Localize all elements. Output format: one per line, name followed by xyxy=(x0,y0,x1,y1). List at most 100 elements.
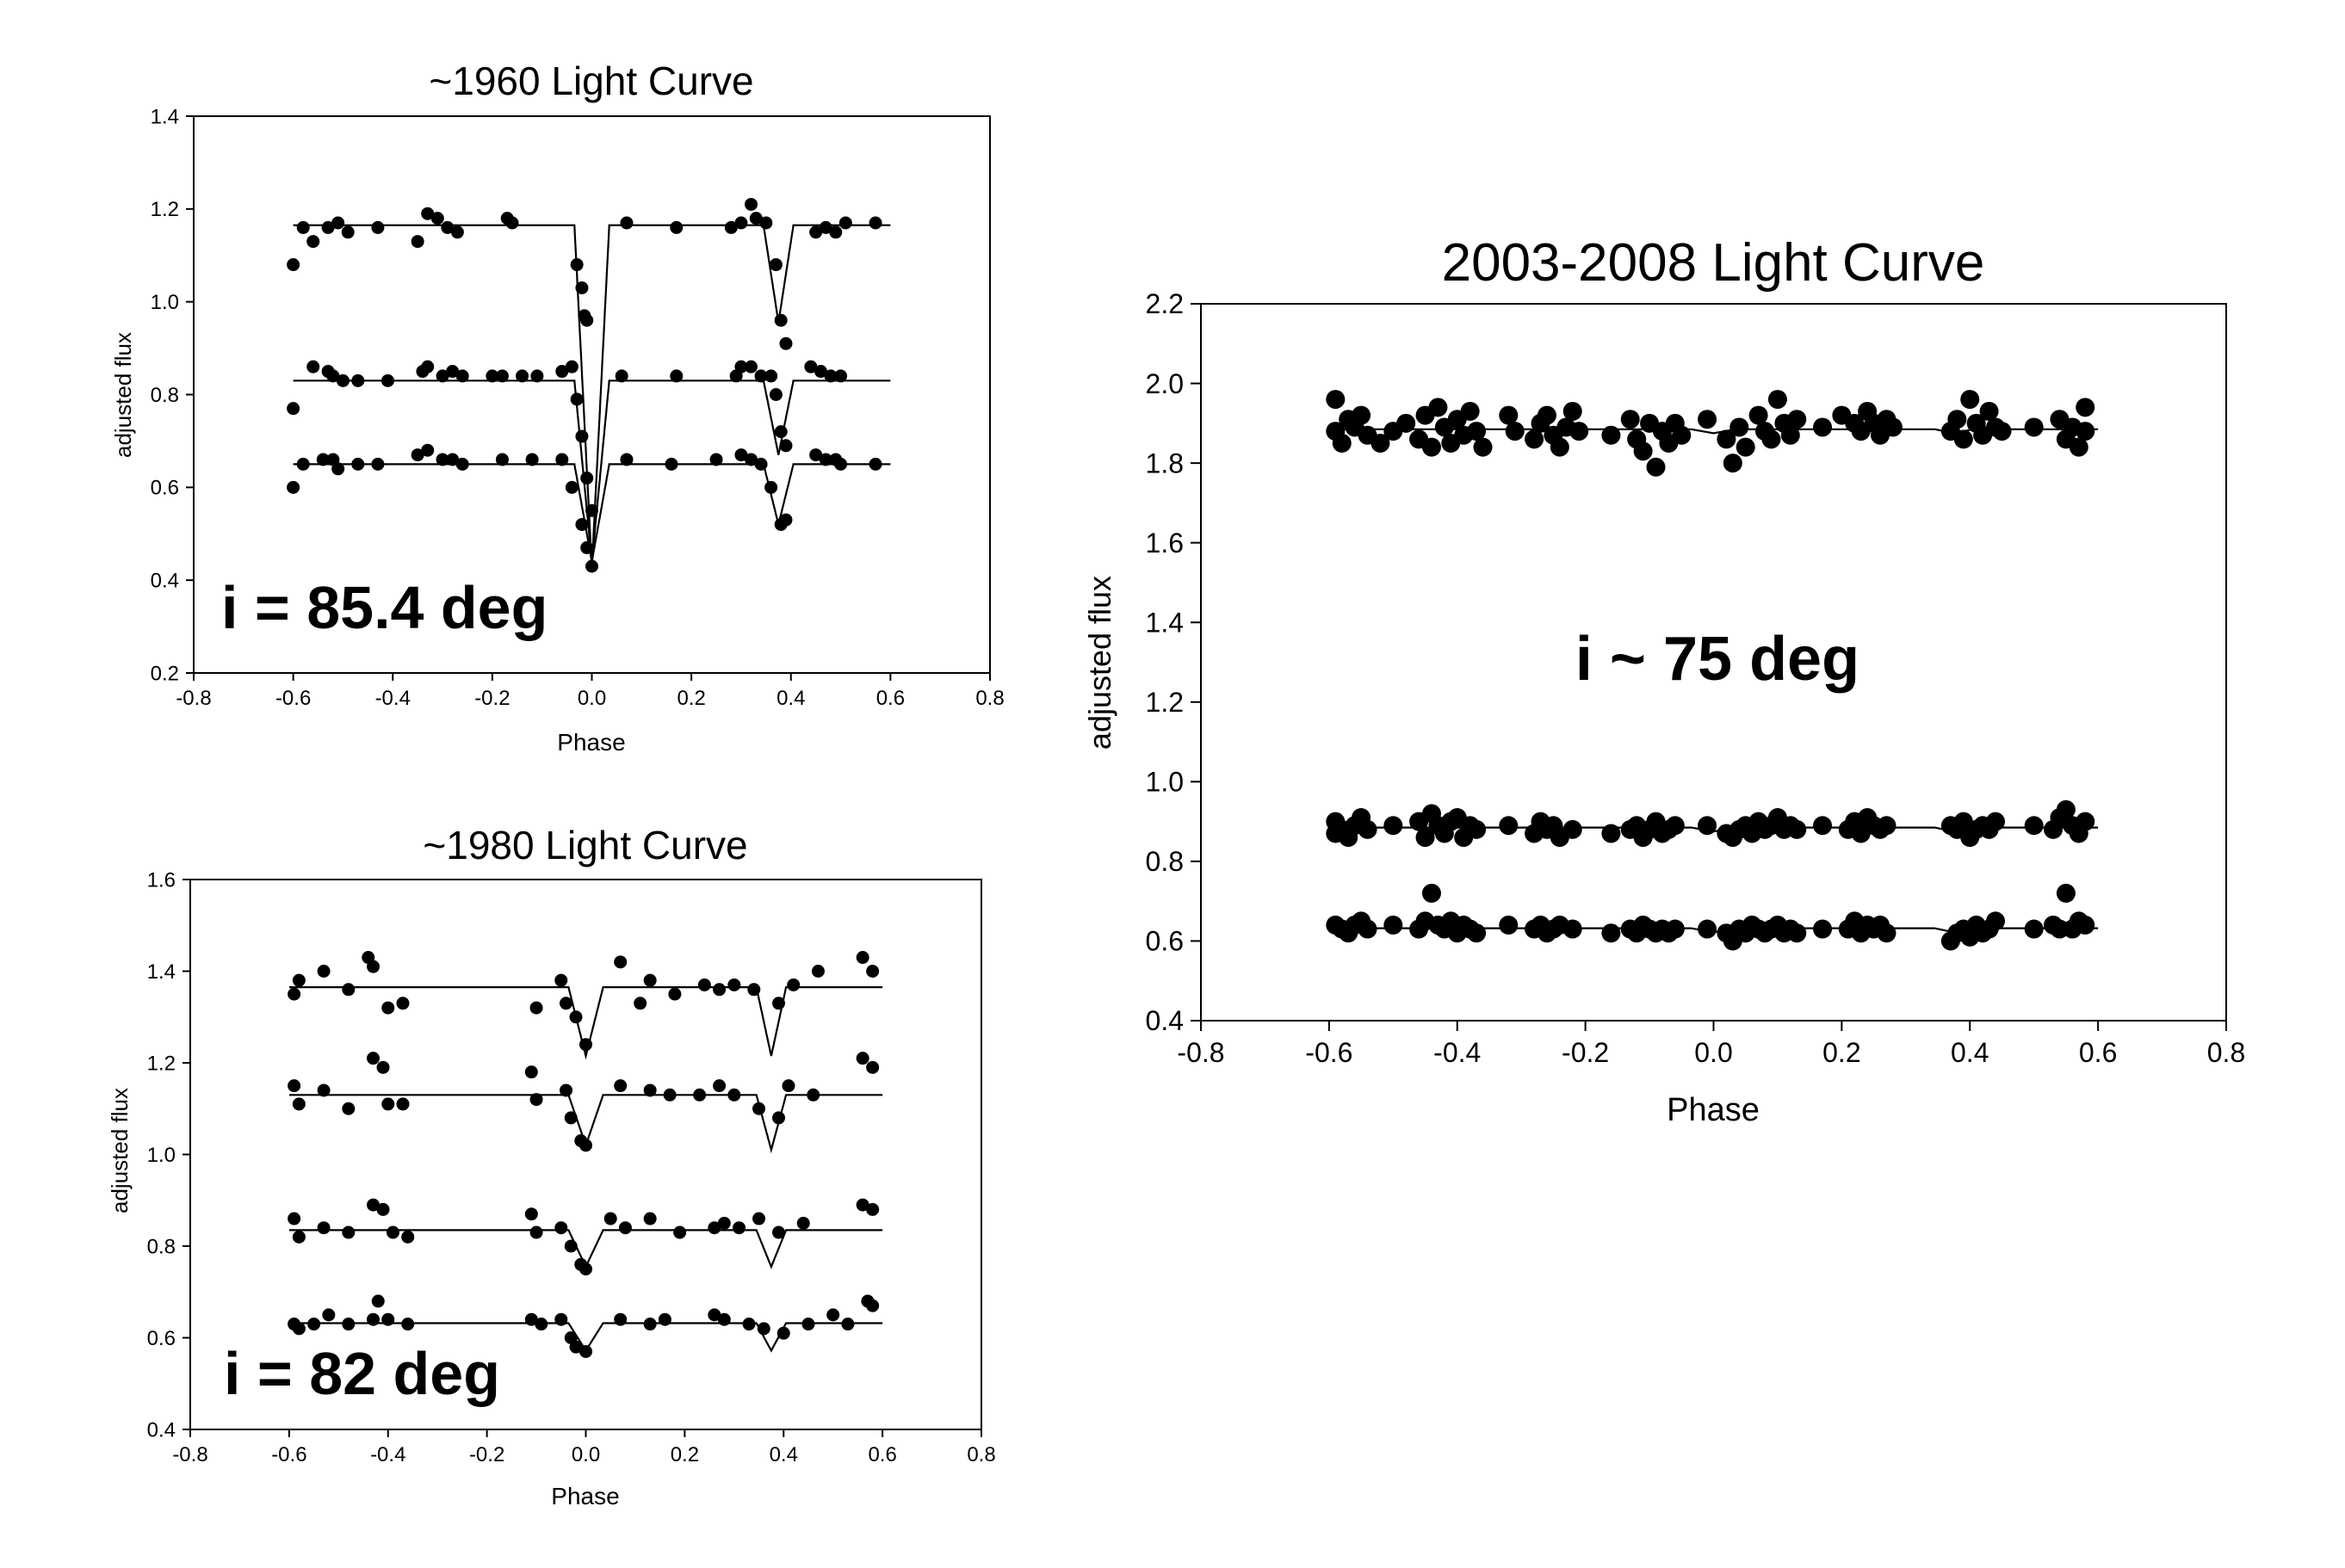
data-point xyxy=(1767,390,1787,410)
data-point xyxy=(2076,422,2095,441)
data-point xyxy=(331,216,345,230)
data-point xyxy=(524,1207,538,1221)
data-point xyxy=(769,388,783,401)
data-point xyxy=(811,965,825,978)
data-point xyxy=(1383,915,1403,935)
data-point xyxy=(615,369,628,383)
data-point xyxy=(554,973,568,987)
x-tick-label: 0.0 xyxy=(572,1443,600,1466)
data-point xyxy=(1460,401,1480,421)
data-point xyxy=(579,1262,592,1276)
data-point xyxy=(1620,410,1640,429)
data-point xyxy=(421,207,435,220)
data-point xyxy=(614,955,628,969)
x-axis-label: Phase xyxy=(557,729,625,756)
data-point xyxy=(643,973,657,987)
data-point xyxy=(1525,429,1544,449)
y-tick-label: 0.6 xyxy=(151,477,179,500)
data-point xyxy=(1396,413,1416,433)
data-point xyxy=(1505,422,1525,441)
data-point xyxy=(1499,816,1519,836)
data-point xyxy=(1473,437,1493,457)
data-point xyxy=(614,1079,628,1093)
data-point xyxy=(814,365,827,379)
data-point xyxy=(841,1318,855,1331)
x-axis-label: Phase xyxy=(1667,1092,1760,1128)
data-point xyxy=(371,220,385,234)
data-point xyxy=(727,978,741,991)
data-point xyxy=(317,965,331,978)
data-point xyxy=(1537,405,1556,425)
data-point xyxy=(634,997,647,1010)
data-point xyxy=(555,453,569,466)
data-point xyxy=(1947,410,1967,429)
x-tick-label: 0.8 xyxy=(967,1443,995,1466)
data-point xyxy=(376,1202,390,1216)
data-point xyxy=(1717,429,1736,449)
data-point xyxy=(436,453,449,466)
data-point xyxy=(2056,883,2076,903)
x-tick-label: -0.2 xyxy=(469,1443,504,1466)
data-point xyxy=(754,457,768,471)
data-point xyxy=(342,1318,356,1331)
data-point xyxy=(1352,405,1371,425)
data-point xyxy=(381,1097,395,1111)
data-point xyxy=(670,369,684,383)
data-point xyxy=(1370,433,1390,453)
data-point xyxy=(396,1097,410,1111)
data-point xyxy=(317,1221,331,1235)
data-point xyxy=(769,258,783,272)
y-tick-label: 0.8 xyxy=(147,1235,176,1258)
data-point xyxy=(1665,816,1685,836)
data-point xyxy=(421,360,435,373)
data-point xyxy=(2056,799,2076,819)
data-point xyxy=(1723,454,1742,473)
data-point xyxy=(752,1102,766,1115)
data-point xyxy=(296,457,310,471)
data-point xyxy=(1698,816,1717,836)
data-point xyxy=(772,997,786,1010)
data-point xyxy=(570,392,584,406)
data-point xyxy=(856,1198,869,1212)
data-point xyxy=(708,1221,721,1235)
data-point xyxy=(752,1212,766,1225)
data-point xyxy=(834,369,848,383)
data-point xyxy=(618,1221,632,1235)
data-point xyxy=(529,1001,543,1015)
data-point xyxy=(1421,437,1441,457)
data-point xyxy=(754,369,768,383)
data-point xyxy=(1813,816,1833,836)
x-tick-label: -0.8 xyxy=(176,687,211,710)
chart-title: 2003-2008 Light Curve xyxy=(1442,233,1985,293)
data-point xyxy=(2076,915,2095,935)
data-point xyxy=(856,1052,869,1065)
data-point xyxy=(1877,923,1896,943)
data-point xyxy=(292,973,306,987)
y-tick-label: 1.6 xyxy=(147,868,176,892)
y-tick-label: 0.8 xyxy=(151,384,179,407)
data-point xyxy=(287,480,300,494)
data-point xyxy=(381,373,394,387)
data-point xyxy=(351,457,365,471)
data-point xyxy=(1787,410,1807,429)
data-point xyxy=(742,1318,756,1331)
data-point xyxy=(1960,390,1980,410)
x-tick-label: -0.2 xyxy=(1562,1037,1609,1068)
data-point xyxy=(787,978,801,991)
data-point xyxy=(869,216,882,230)
data-point xyxy=(603,1212,617,1225)
data-point xyxy=(367,1198,381,1212)
data-point xyxy=(643,1212,657,1225)
data-point xyxy=(1698,410,1717,429)
data-point xyxy=(668,987,682,1001)
data-point xyxy=(292,1097,306,1111)
y-tick-label: 0.6 xyxy=(147,1327,176,1350)
data-point xyxy=(734,448,748,462)
data-point xyxy=(713,1079,727,1093)
data-point xyxy=(292,1322,306,1336)
x-tick-label: 0.2 xyxy=(677,687,705,710)
data-point xyxy=(1986,911,2006,931)
y-tick-label: 1.0 xyxy=(151,291,179,314)
data-point xyxy=(336,373,350,387)
data-point xyxy=(1358,919,1377,939)
